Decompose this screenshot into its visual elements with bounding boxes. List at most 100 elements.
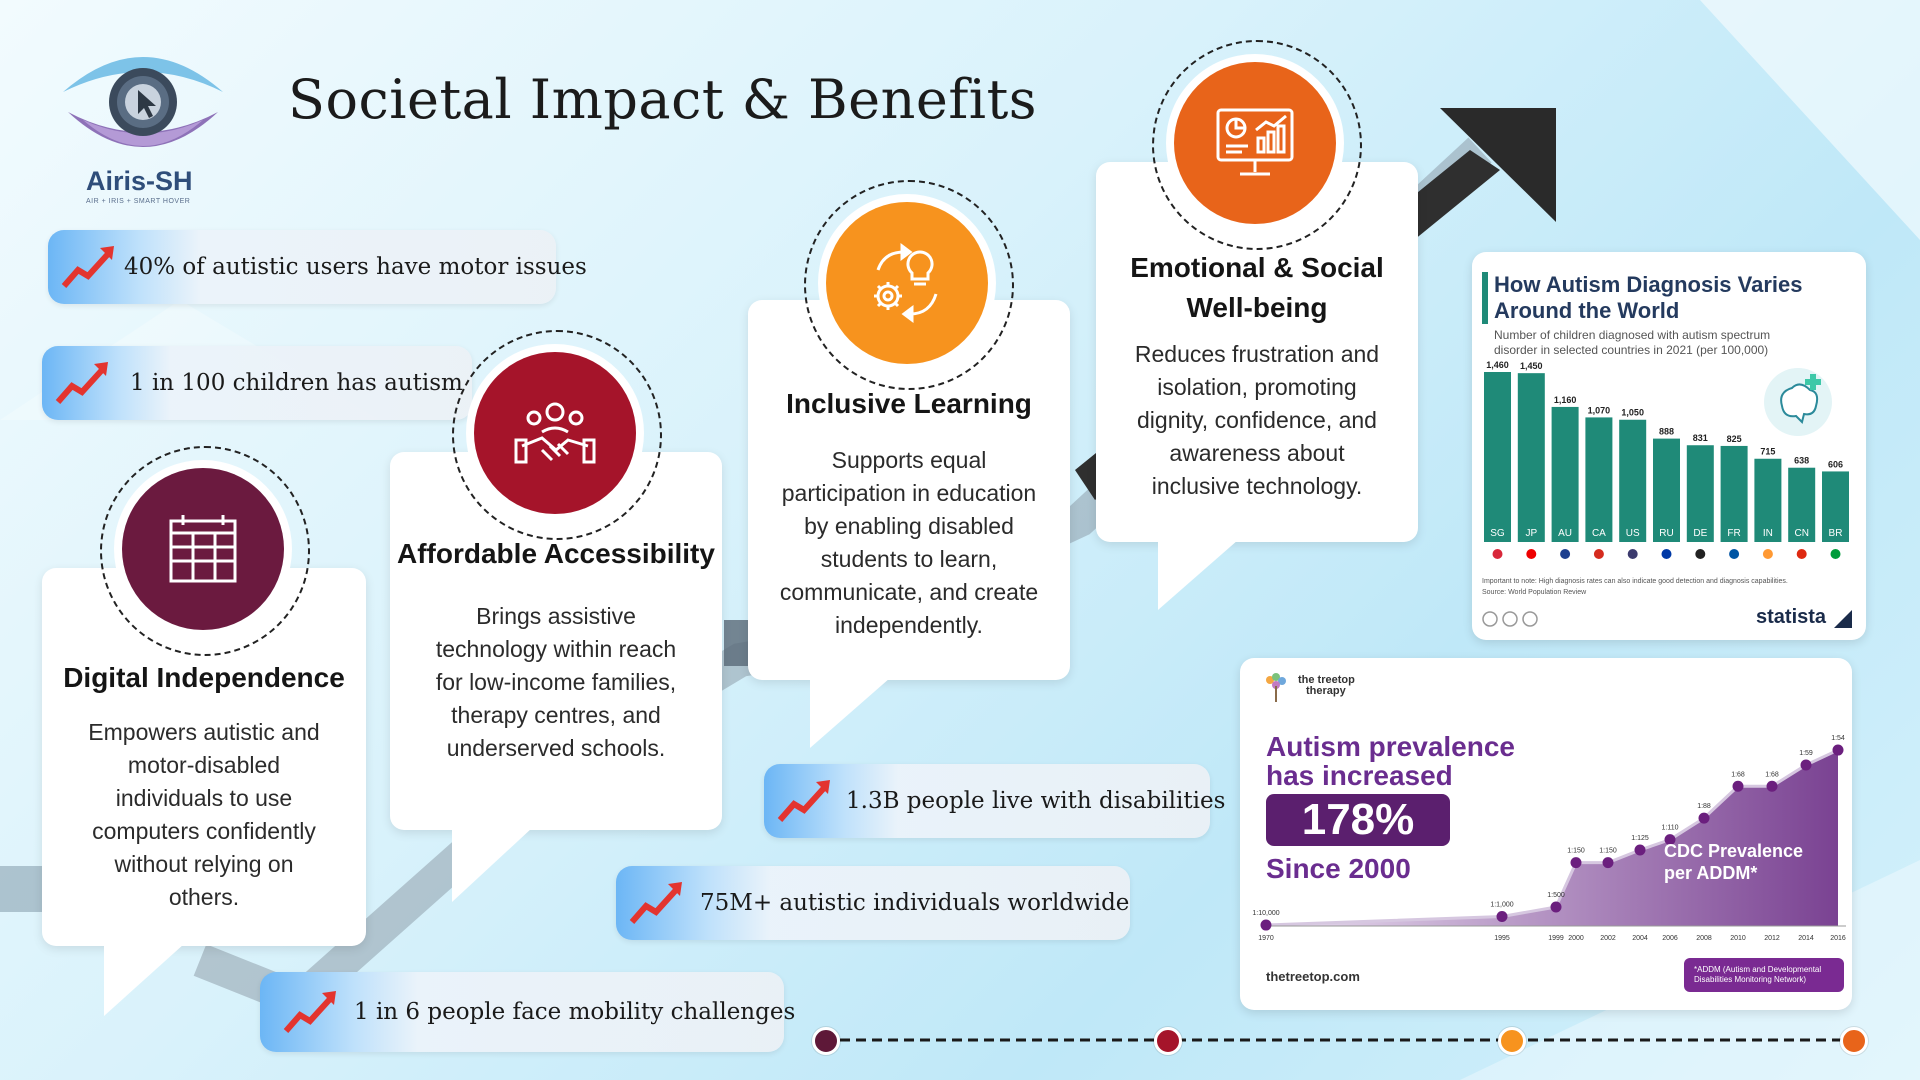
chart-note: Important to note: High diagnosis rates …: [1482, 578, 1788, 585]
area-fill: [1266, 750, 1838, 926]
bar: [1517, 373, 1545, 542]
x-tick-label: 2008: [1696, 935, 1712, 942]
card-inclusive-learning: Inclusive Learning Supports equal partici…: [748, 300, 1070, 680]
card-emotional-wellbeing: Emotional & Social Well-being Reduces fru…: [1096, 162, 1418, 542]
handshake-icon: [514, 402, 596, 464]
gear-lightbulb-icon: [874, 243, 938, 323]
x-tick-label: 1995: [1494, 935, 1510, 942]
card-description: Empowers autistic and motor-disabled indiv…: [88, 719, 320, 910]
data-point: [1766, 780, 1778, 792]
prevalence-area-chart: 1:10,000 1970 1:1,000 1995 1:500 1999 1:150 200…: [1252, 735, 1846, 942]
icon-circle-learning: [826, 202, 988, 364]
timeline-dot-affordable: [1154, 1027, 1182, 1055]
point-label: 1:125: [1631, 835, 1649, 842]
bar: [1484, 372, 1511, 542]
flag-icon: [1526, 549, 1537, 559]
bar-value-label: 825: [1727, 434, 1742, 444]
trend-up-icon: [777, 780, 830, 822]
point-label: 1:150: [1567, 848, 1585, 855]
stat-text: 40% of autistic users have motor issues: [124, 254, 587, 280]
category-label: AU: [1558, 528, 1572, 539]
bar: [1822, 471, 1849, 542]
category-label: FR: [1727, 528, 1740, 539]
statista-chart-card: How Autism Diagnosis Varies Around the Wo…: [1472, 252, 1866, 640]
point-label: 1:68: [1765, 771, 1779, 778]
card-description: Reduces frustration and isolation, promot…: [1134, 341, 1380, 499]
x-tick-label: 1970: [1258, 935, 1274, 942]
statista-logo: statista: [1756, 606, 1827, 628]
stat-autistic-worldwide: 75M+ autistic individuals worldwide: [616, 866, 1130, 940]
data-point: [1698, 812, 1710, 824]
dashed-ring: [100, 446, 310, 656]
stat-disabilities: 1.3B people live with disabilities: [764, 764, 1225, 838]
logo-tagline: AIR + IRIS + SMART HOVER: [86, 198, 191, 205]
data-point: [1664, 834, 1676, 846]
bar: [1754, 458, 1782, 542]
category-label: BR: [1829, 528, 1843, 539]
dashed-ring: [1152, 40, 1362, 250]
title-accent-bar: [1482, 272, 1488, 324]
stat-motor-issues: 40% of autistic users have motor issues: [48, 230, 587, 304]
timeline-dot-learning: [1498, 1027, 1526, 1055]
x-tick-label: 2006: [1662, 935, 1678, 942]
data-point: [1570, 857, 1582, 869]
card-digital-independence: Digital Independence Empowers autistic a…: [42, 568, 366, 946]
flag-icon: [1830, 549, 1841, 559]
category-label: RU: [1659, 528, 1673, 539]
bar-value-label: 715: [1760, 447, 1775, 457]
trend-up-icon: [283, 991, 336, 1033]
point-label: 1:68: [1731, 771, 1745, 778]
flag-icon: [1593, 549, 1604, 559]
dashed-ring: [804, 180, 1014, 390]
x-tick-label: 2000: [1568, 935, 1584, 942]
card-pointer: [452, 828, 532, 902]
monitor-chart-icon: [1216, 108, 1294, 176]
flag-icon: [1796, 549, 1807, 559]
card-pointer: [104, 944, 184, 1016]
bar: [1686, 445, 1714, 542]
growth-arrow-head: [1440, 108, 1556, 222]
bar-value-label: 1,160: [1554, 395, 1577, 405]
x-tick-label: 2004: [1632, 935, 1648, 942]
card-description: Supports equal participation in education…: [779, 447, 1039, 638]
flag-icon: [1762, 549, 1773, 559]
bar-value-label: 1,050: [1621, 408, 1644, 418]
dashed-ring: [452, 330, 662, 540]
bar: [1551, 406, 1579, 542]
chart-title: How Autism Diagnosis Varies Around the Wo…: [1494, 272, 1803, 323]
category-label: CA: [1592, 528, 1606, 539]
bar-value-label: 888: [1659, 427, 1674, 437]
stat-mobility: 1 in 6 people face mobility challenges: [260, 972, 795, 1052]
since-label: Since 2000: [1266, 853, 1411, 884]
flag-icon: [1661, 549, 1672, 559]
stat-children-autism: 1 in 100 children has autism: [42, 346, 472, 420]
trend-up-icon: [61, 246, 114, 288]
statista-bar-chart: 1,460 SG 1,450 JP 1,160 AU 1,070 CA 1,050 US 888 RU…: [1484, 360, 1849, 559]
x-tick-label: 2010: [1730, 935, 1746, 942]
bar: [1619, 419, 1647, 542]
series-label: CDC Prevalence per ADDM*: [1664, 841, 1804, 883]
chart-subtitle: Number of children diagnosed with autism…: [1494, 328, 1771, 357]
category-label: JP: [1525, 528, 1537, 539]
data-point: [1260, 919, 1272, 931]
point-label: 1:88: [1697, 803, 1711, 810]
icon-circle-digital: [122, 468, 284, 630]
timeline: [824, 1038, 1854, 1042]
x-tick-label: 2014: [1798, 935, 1814, 942]
category-label: IN: [1763, 528, 1773, 539]
card-description: Brings assistive technology within reach f…: [435, 603, 677, 761]
chart-source: Source: World Population Review: [1482, 589, 1587, 596]
bar: [1720, 445, 1748, 542]
category-label: US: [1626, 528, 1640, 539]
bar: [1788, 467, 1816, 542]
icon-circle-emotional: [1174, 62, 1336, 224]
data-point: [1550, 901, 1562, 913]
data-point: [1602, 857, 1614, 869]
point-label: 1:54: [1831, 735, 1845, 742]
prevalence-headline: Autism prevalence has increased: [1266, 731, 1515, 791]
stat-text: 1 in 6 people face mobility challenges: [354, 999, 796, 1025]
point-label: 1:10,000: [1252, 910, 1279, 917]
brain-icon: [1764, 368, 1832, 436]
bar: [1585, 417, 1613, 542]
card-title: Digital Independence: [63, 662, 345, 693]
